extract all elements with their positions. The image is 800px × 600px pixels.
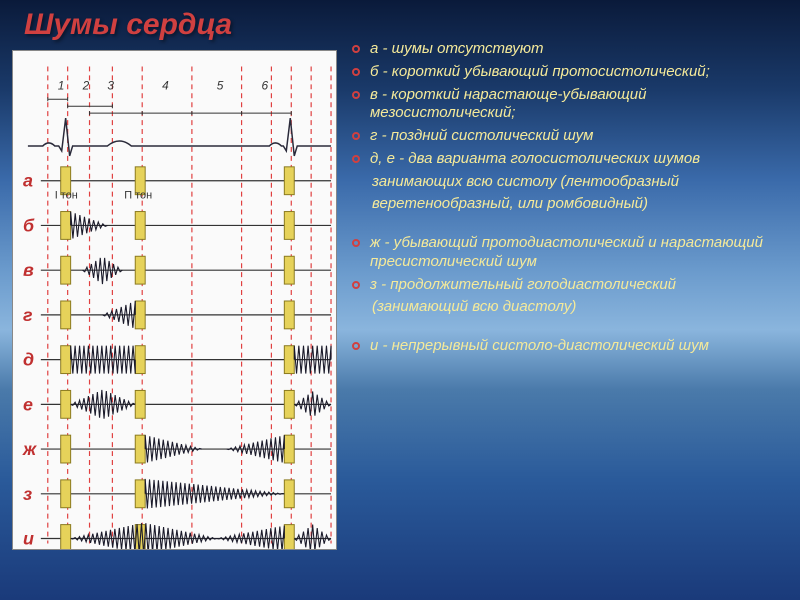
plain-text: веретенообразный, или ромбовидный) [372,195,790,214]
svg-text:П тон: П тон [124,190,152,202]
svg-text:б: б [23,215,35,235]
bullet-list: а - шумы отсутствуют б - короткий убывающ… [352,40,790,360]
page-title: Шумы сердца [24,8,232,42]
bullet-icon [352,155,360,163]
svg-text:з: з [23,484,32,504]
bullet-item: ж - убывающий протодиастолический и нара… [352,234,790,272]
plain-text: (занимающий всю диастолу) [372,298,790,317]
chart-svg: 1 2 3 4 5 6 а I тон П тон б в г д е ж з и [13,51,336,549]
svg-text:и: и [23,528,34,548]
bullet-text: з - продолжительный голодиастолический [370,276,676,295]
bullet-item: а - шумы отсутствуют [352,40,790,59]
bullet-item: д, е - два варианта голосистолических шу… [352,150,790,169]
svg-text:а: а [23,171,33,191]
bullet-item: г - поздний систолический шум [352,127,790,146]
svg-text:ж: ж [22,439,37,459]
svg-text:6: 6 [261,78,268,92]
bullet-icon [352,45,360,53]
svg-text:д: д [23,350,34,370]
svg-text:г: г [23,305,33,325]
slide: Шумы сердца 1 2 3 4 5 6 а I тон П тон б в г д е ж з и а … [0,0,800,600]
svg-text:2: 2 [82,78,90,92]
bullet-text: и - непрерывный систоло-диастолический ш… [370,337,709,356]
bullet-icon [352,68,360,76]
bullet-text: в - короткий нарастающе-убывающий мезоси… [370,86,790,124]
bullet-item: б - короткий убывающий протосистолически… [352,63,790,82]
bullet-icon [352,281,360,289]
bullet-text: а - шумы отсутствуют [370,40,544,59]
bullet-item: в - короткий нарастающе-убывающий мезоси… [352,86,790,124]
bullet-text: д, е - два варианта голосистолических шу… [370,150,700,169]
bullet-text: г - поздний систолический шум [370,127,593,146]
bullet-icon [352,91,360,99]
bullet-icon [352,132,360,140]
svg-text:1: 1 [58,78,65,92]
bullet-item: з - продолжительный голодиастолический [352,276,790,295]
svg-text:3: 3 [107,78,114,92]
bullet-text: ж - убывающий протодиастолический и нара… [370,234,790,272]
bullet-icon [352,342,360,350]
bullet-text: б - короткий убывающий протосистолически… [370,63,710,82]
svg-text:в: в [23,260,34,280]
heart-murmur-chart: 1 2 3 4 5 6 а I тон П тон б в г д е ж з и [12,50,337,550]
svg-text:4: 4 [162,78,169,92]
plain-text: занимающих всю систолу (лентообразный [372,173,790,192]
svg-text:I тон: I тон [55,190,78,202]
bullet-icon [352,239,360,247]
svg-text:5: 5 [217,78,224,92]
svg-text:е: е [23,394,33,414]
bullet-item: и - непрерывный систоло-диастолический ш… [352,337,790,356]
